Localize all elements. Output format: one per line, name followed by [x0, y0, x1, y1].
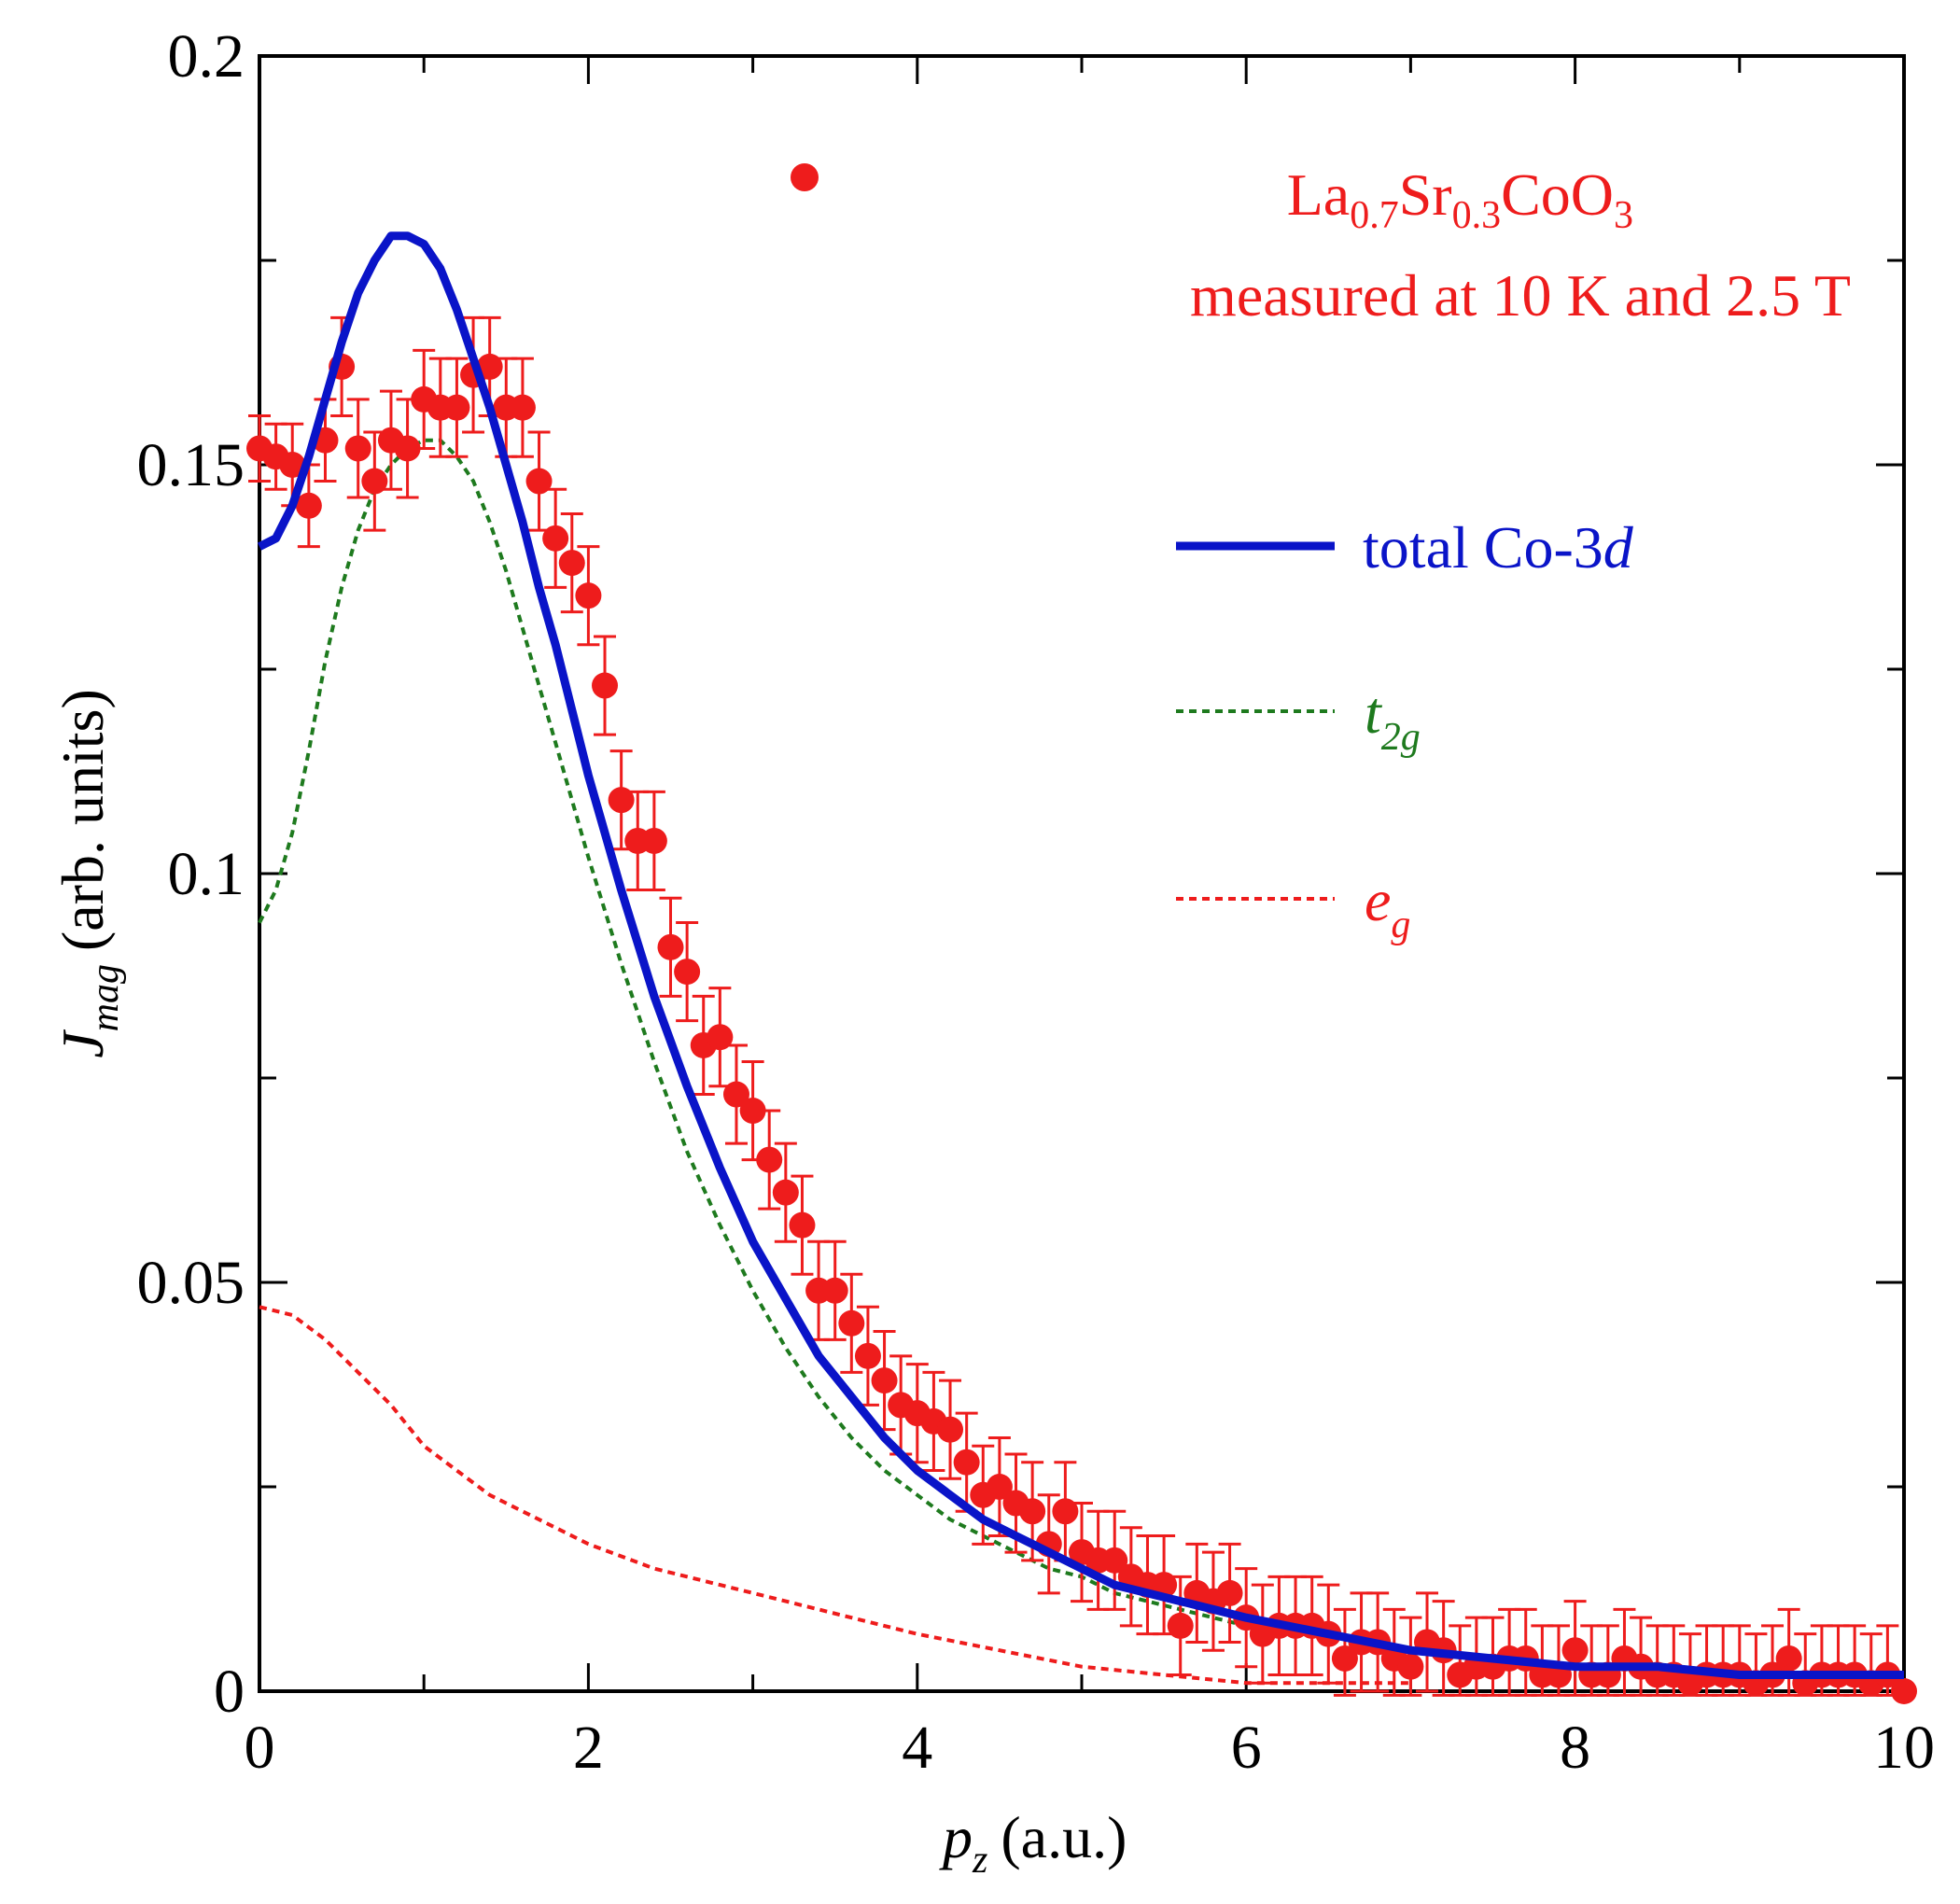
- data-point: [937, 1416, 964, 1443]
- data-point: [279, 452, 306, 478]
- y-axis-title-symbol: J: [49, 1029, 116, 1058]
- x-tick-label: 8: [1560, 1714, 1590, 1782]
- x-axis-title: pz (a.u.): [939, 1804, 1127, 1882]
- x-tick-label: 4: [902, 1714, 932, 1782]
- data-point: [756, 1146, 783, 1173]
- data-point: [838, 1309, 865, 1337]
- data-point: [986, 1474, 1013, 1500]
- data-point: [575, 582, 602, 609]
- data-point: [640, 827, 667, 854]
- data-point: [509, 394, 536, 421]
- data-point: [871, 1367, 898, 1394]
- legend-measured-marker: [791, 163, 819, 191]
- legend-t2g-label: t2g: [1365, 679, 1421, 759]
- y-tick-label: 0.15: [137, 431, 245, 499]
- data-point: [772, 1179, 799, 1206]
- data-point: [854, 1342, 881, 1369]
- data-point: [295, 492, 322, 519]
- data-point: [1331, 1645, 1358, 1672]
- x-tick-label: 6: [1231, 1714, 1262, 1782]
- x-tick-label: 2: [573, 1714, 604, 1782]
- data-point: [1397, 1653, 1424, 1680]
- y-tick-label: 0.05: [137, 1249, 245, 1317]
- data-point: [953, 1449, 980, 1476]
- data-point: [443, 394, 470, 421]
- data-point: [1561, 1637, 1589, 1664]
- data-point: [1216, 1579, 1243, 1606]
- legend-eg-label: eg: [1365, 867, 1410, 946]
- y-tick-label: 0.1: [168, 840, 245, 908]
- x-tick-label: 0: [245, 1714, 275, 1782]
- data-point: [1775, 1645, 1802, 1672]
- series-layer: [246, 231, 1917, 1704]
- data-point: [476, 353, 503, 380]
- data-point: [1019, 1498, 1046, 1525]
- legend-measured-label: La0.7Sr0.3CoO3: [1287, 161, 1633, 237]
- x-axis-title-symbol: p: [939, 1804, 973, 1870]
- t2g-curve: [258, 438, 1904, 1677]
- y-axis-tick-labels: 0 0.05 0.1 0.15 0.2: [137, 22, 245, 1726]
- x-axis-tick-labels: 0 2 4 6 8 10: [245, 1714, 1936, 1782]
- eg-curve: [259, 1305, 1411, 1686]
- data-point: [722, 1081, 749, 1108]
- y-tick-label: 0: [214, 1658, 245, 1726]
- data-point: [1891, 1678, 1917, 1704]
- x-axis-title-subscript: z: [972, 1839, 987, 1882]
- data-point: [739, 1098, 766, 1125]
- data-point: [361, 468, 388, 495]
- data-point: [674, 959, 701, 986]
- data-point: [1052, 1498, 1079, 1525]
- x-axis-title-unit: (a.u.): [1001, 1804, 1127, 1870]
- legend: La0.7Sr0.3CoO3 measured at 10 K and 2.5 …: [791, 161, 1851, 946]
- data-point: [1167, 1612, 1194, 1639]
- y-axis-title: Jmag (arb. units): [49, 689, 127, 1058]
- data-point: [592, 672, 619, 699]
- data-point: [608, 787, 635, 814]
- data-point: [1101, 1547, 1128, 1574]
- data-point: [525, 468, 553, 495]
- data-point: [789, 1211, 816, 1239]
- y-axis-title-unit: (arb. units): [49, 689, 116, 951]
- data-point: [558, 550, 585, 577]
- data-point: [707, 1024, 734, 1051]
- data-point: [821, 1277, 848, 1304]
- x-tick-label: 10: [1873, 1714, 1935, 1782]
- data-point: [657, 933, 684, 960]
- legend-total-label: total Co-3d: [1363, 514, 1634, 581]
- measured-points: [246, 315, 1917, 1704]
- data-point: [344, 435, 371, 462]
- y-tick-label: 0.2: [168, 22, 245, 91]
- data-point: [542, 525, 569, 552]
- total-co3d-curve: [257, 231, 1904, 1679]
- y-axis-title-subscript: mag: [84, 964, 127, 1031]
- legend-measured-conditions: measured at 10 K and 2.5 T: [1190, 262, 1851, 329]
- data-point: [394, 435, 421, 462]
